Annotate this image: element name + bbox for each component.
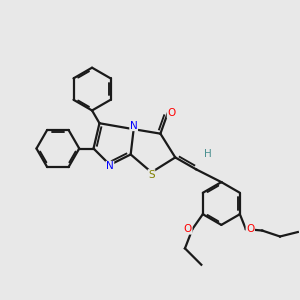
Text: N: N (130, 121, 137, 130)
Text: H: H (204, 149, 212, 160)
Text: N: N (106, 161, 114, 171)
Text: O: O (184, 224, 192, 234)
Text: S: S (148, 170, 155, 180)
Text: O: O (167, 108, 175, 118)
Text: O: O (246, 224, 254, 234)
